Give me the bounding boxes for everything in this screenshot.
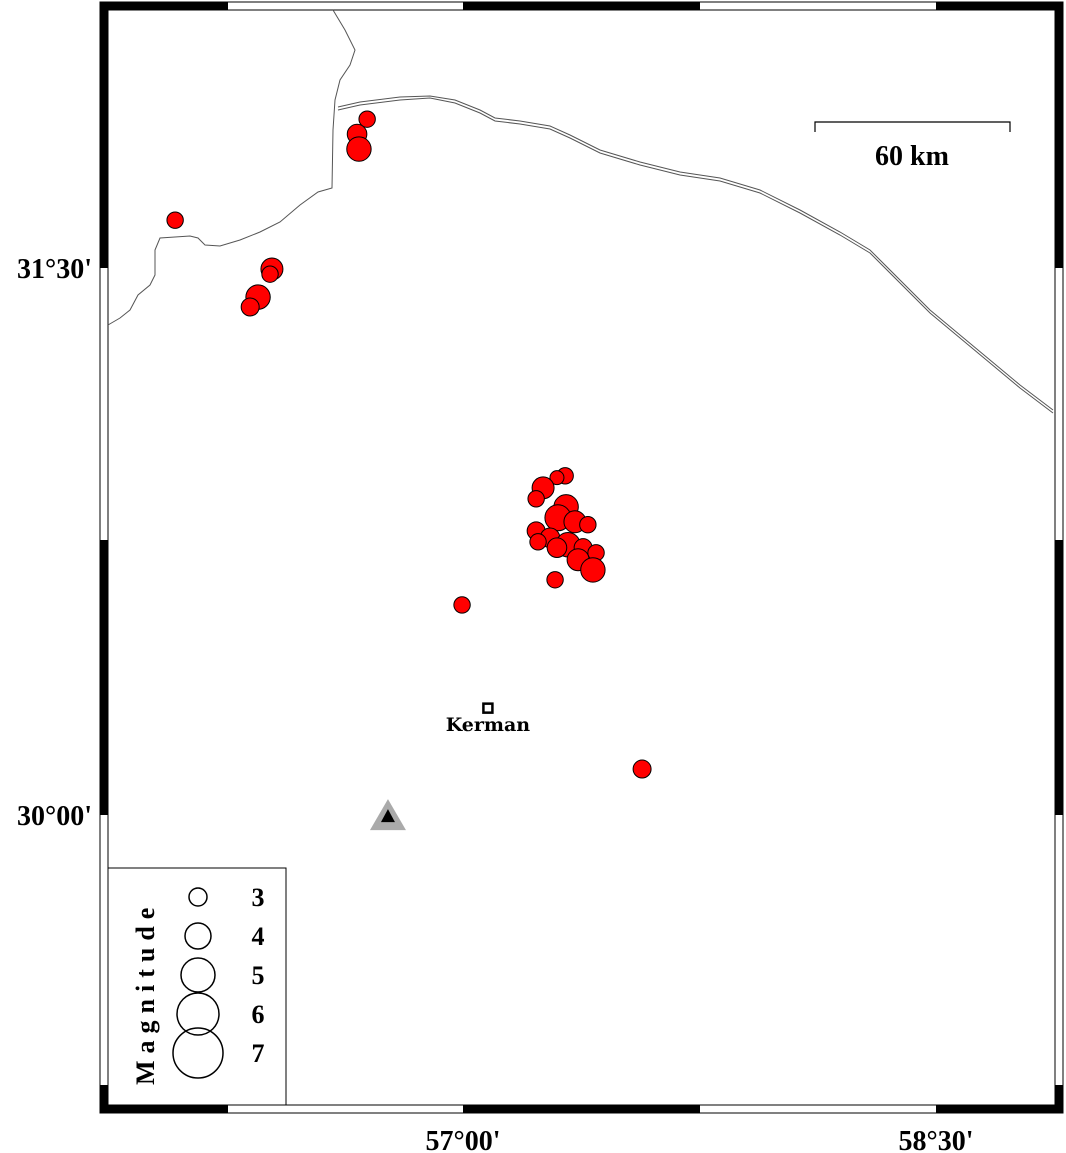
triangle-station-icon — [369, 799, 406, 831]
earthquake-event — [358, 110, 376, 128]
earthquake-events — [166, 110, 652, 779]
magnitude-legend: Magnitude 3 4 5 6 7 — [107, 867, 287, 1106]
earthquake-event — [580, 557, 606, 583]
earthquake-event — [527, 490, 545, 508]
legend-circle — [188, 887, 208, 907]
legend-label: 6 — [252, 1000, 265, 1029]
earthquake-event — [166, 211, 184, 229]
legend-circle — [184, 922, 212, 950]
province-borders — [107, 9, 1054, 414]
legend-circle — [172, 1027, 224, 1079]
legend-label: 3 — [252, 883, 265, 912]
earthquake-event — [529, 533, 547, 551]
legend-circle — [176, 992, 220, 1036]
y-tick-label: 31°30' — [17, 254, 92, 285]
border-line — [337, 95, 1054, 411]
square-city-icon — [482, 702, 494, 714]
legend-label: 5 — [252, 961, 265, 990]
earthquake-event — [546, 537, 568, 558]
legend-circle — [180, 957, 216, 993]
earthquake-event — [240, 297, 260, 317]
earthquake-event — [453, 596, 471, 614]
border-line — [337, 97, 1054, 414]
legend-label: 4 — [252, 922, 265, 951]
city-label: Kerman — [446, 714, 531, 736]
scale-bar: 60 km — [814, 121, 1011, 172]
x-tick-label: 58°30' — [899, 1126, 974, 1153]
scale-bar-label: 60 km — [875, 141, 949, 172]
border-line — [107, 9, 356, 326]
x-tick-label: 57°00' — [426, 1126, 501, 1153]
earthquake-event — [579, 515, 597, 534]
y-tick-label: 30°00' — [17, 801, 92, 832]
earthquake-event — [261, 265, 279, 283]
city-marker: Kerman — [446, 702, 531, 736]
earthquake-event — [546, 571, 564, 589]
earthquake-event — [346, 136, 372, 162]
earthquake-event — [549, 470, 565, 486]
legend-label: 7 — [252, 1039, 265, 1068]
earthquake-event — [632, 759, 652, 779]
legend-title: Magnitude — [131, 901, 160, 1085]
